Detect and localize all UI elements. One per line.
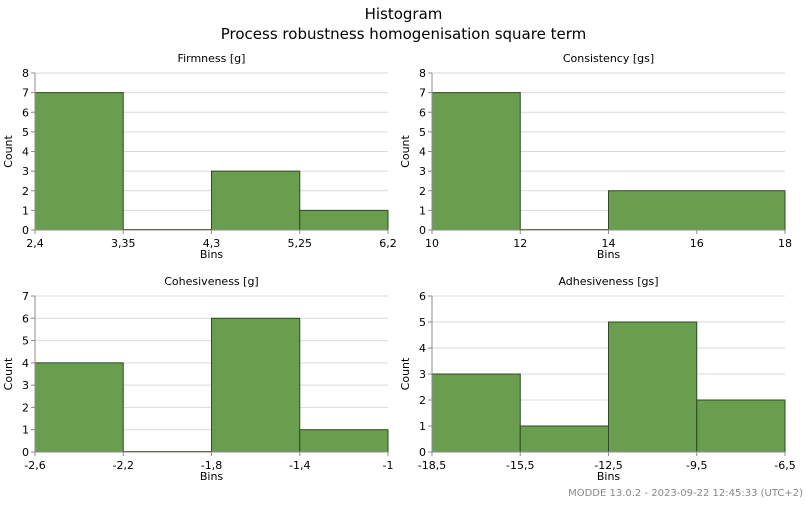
y-axis-label: Count [2,134,15,167]
y-axis-label: Count [399,134,412,167]
x-tick-label: 18 [778,237,792,250]
x-tick-label: -2,6 [24,459,45,472]
x-tick-label: -18,5 [418,459,446,472]
histogram-bar [34,362,124,453]
y-axis-label: Count [2,357,15,390]
y-tick-label: 1 [419,420,426,433]
y-tick-label: 2 [22,401,29,414]
y-tick-label: 6 [419,290,426,303]
y-tick-label: 7 [419,87,426,100]
y-axis-label: Count [399,357,412,390]
x-tick-label: 4,3 [203,237,221,250]
x-tick-label: -9,5 [686,459,707,472]
panel-title: Consistency [gs] [563,52,654,65]
x-axis-label: Bins [200,470,224,483]
panel-title: Firmness [g] [178,52,246,65]
x-axis-label: Bins [200,248,224,261]
x-tick-label: -2,2 [113,459,134,472]
y-tick-label: 5 [22,335,29,348]
y-tick-label: 6 [22,106,29,119]
x-tick-label: 14 [602,237,616,250]
y-tick-label: 0 [419,224,426,237]
x-tick-label: -15,5 [506,459,534,472]
x-tick-label: 12 [513,237,527,250]
x-tick-label: 3,35 [111,237,136,250]
histogram-bar [431,373,521,453]
y-tick-label: 5 [419,316,426,329]
y-tick-label: 3 [22,165,29,178]
x-tick-label: 5,25 [288,237,313,250]
histogram-bar [608,190,786,231]
chart-title: Histogram [364,5,443,23]
y-tick-label: 1 [22,424,29,437]
y-tick-label: 0 [22,446,29,459]
histogram-bar [211,317,301,453]
y-tick-label: 7 [22,87,29,100]
y-tick-label: 5 [22,126,29,139]
y-tick-label: 4 [22,146,29,159]
x-tick-label: -1,8 [201,459,222,472]
histogram-bar [299,429,389,453]
histogram-bar [431,92,521,231]
histogram-bar [519,425,609,453]
y-tick-label: 2 [22,185,29,198]
y-tick-label: 4 [22,357,29,370]
histogram-bar [608,321,698,453]
y-tick-label: 4 [419,146,426,159]
x-tick-label: -1 [383,459,394,472]
y-tick-label: 5 [419,126,426,139]
x-tick-label: -6,5 [774,459,795,472]
x-axis-label: Bins [597,248,621,261]
y-tick-label: 4 [419,342,426,355]
software-footer: MODDE 13.0.2 - 2023-09-22 12:45:33 (UTC+… [568,488,803,499]
histogram-bar [696,399,786,453]
x-tick-label: 6,2 [379,237,397,250]
y-tick-label: 1 [22,204,29,217]
y-tick-label: 3 [22,379,29,392]
panel-title: Adhesiveness [gs] [558,275,658,288]
x-tick-label: 16 [690,237,704,250]
histogram-bar [34,92,124,231]
y-tick-label: 6 [22,312,29,325]
y-tick-label: 2 [419,185,426,198]
histogram-bar [211,170,301,231]
histogram-bar [299,209,389,231]
y-tick-label: 7 [22,290,29,303]
y-tick-label: 3 [419,165,426,178]
y-tick-label: 0 [419,446,426,459]
y-tick-label: 2 [419,394,426,407]
y-tick-label: 8 [22,67,29,80]
x-tick-label: 10 [425,237,439,250]
x-tick-label: 2,4 [26,237,44,250]
y-tick-label: 3 [419,368,426,381]
y-tick-label: 0 [22,224,29,237]
y-tick-label: 8 [419,67,426,80]
chart-subtitle: Process robustness homogenisation square… [220,25,587,43]
x-tick-label: -12,5 [594,459,622,472]
y-tick-label: 6 [419,106,426,119]
x-tick-label: -1,4 [289,459,310,472]
panel-title: Cohesiveness [g] [164,275,258,288]
x-axis-label: Bins [597,470,621,483]
y-tick-label: 1 [419,204,426,217]
